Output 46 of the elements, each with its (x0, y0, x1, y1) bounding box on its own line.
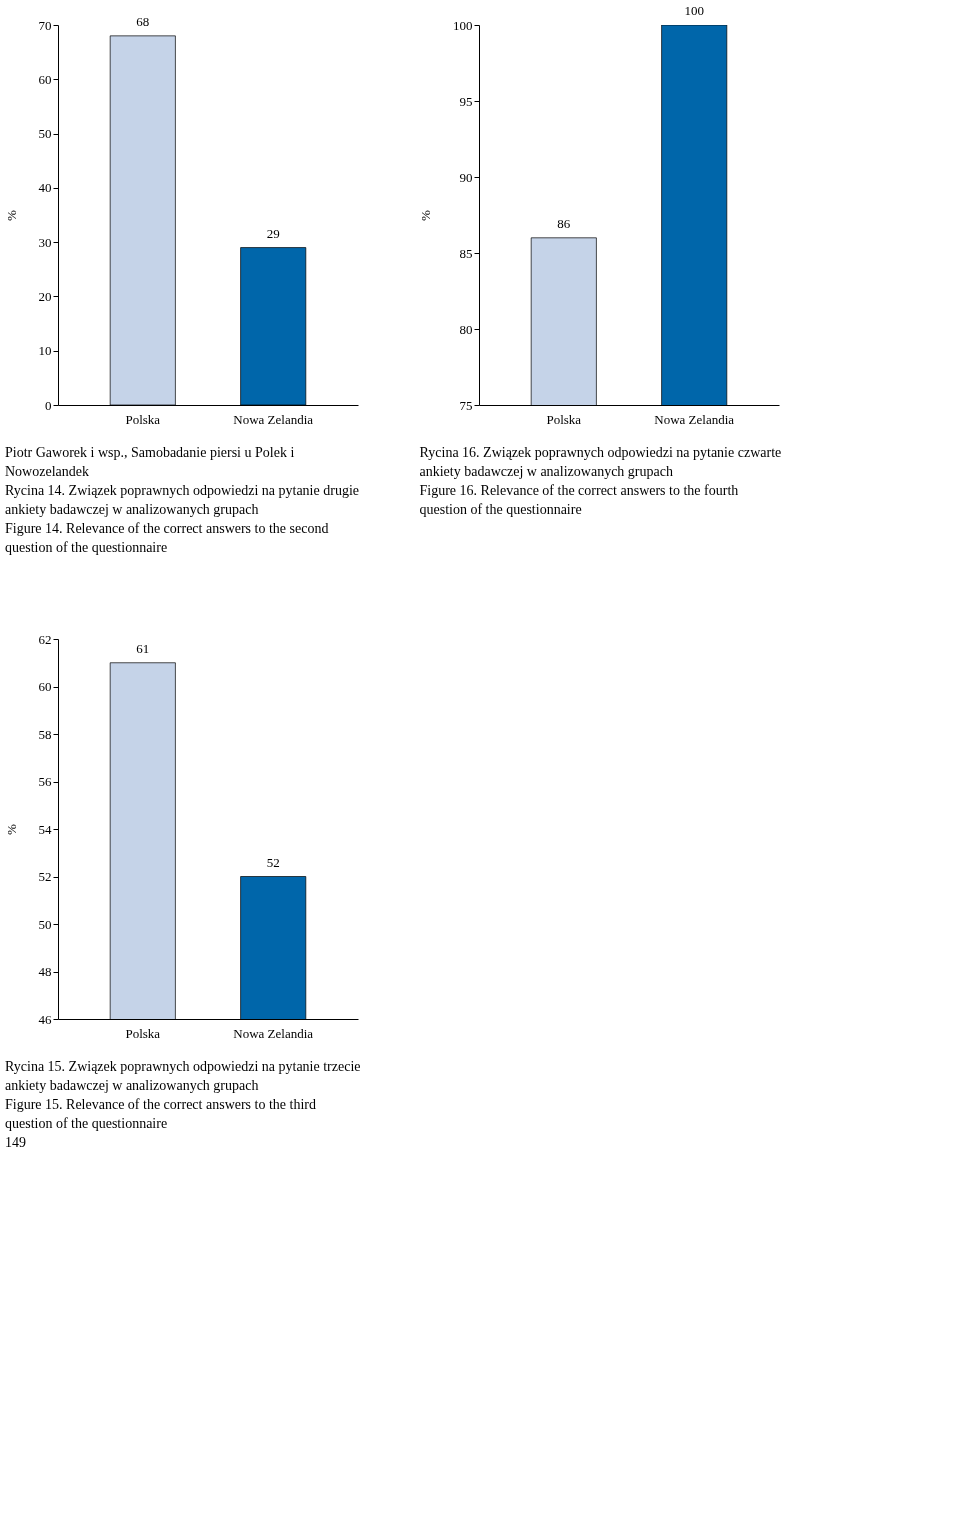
y-tick-label: 62 (38, 631, 52, 647)
y-tick-label: 75 (459, 397, 473, 413)
y-tick-label: 46 (38, 1011, 52, 1027)
y-tick-label: 58 (38, 726, 52, 742)
text: 149 (5, 1135, 26, 1150)
y-tick-label: 60 (38, 71, 52, 87)
text: Rycina 14. Związek poprawnych odpowiedzi na pytanie drugie ankiety badawczej w analizowanych grupach (5, 483, 359, 517)
data-label: 61 (136, 640, 150, 656)
data-label: 100 (684, 3, 704, 18)
y-tick-label: 30 (38, 234, 52, 250)
y-tick-label: 56 (38, 774, 52, 789)
x-tick-label: Nowa Zelandia (654, 411, 735, 427)
caption: Figure 14. Relevance of the correct answers to the second question of the questionnaire (5, 521, 329, 555)
y-axis-title: % (3, 209, 19, 221)
y-tick-label: 50 (38, 916, 52, 932)
x-tick-label: Nowa Zelandia (233, 411, 314, 427)
y-tick-label: 10 (38, 343, 52, 359)
caption: Figure 15. Relevance of the correct answers to the third question of the questionnaire (5, 1097, 317, 1131)
y-axis-title: % (3, 823, 19, 835)
x-tick-label: Polska (125, 411, 161, 427)
y-tick-label: 90 (459, 169, 473, 185)
y-tick-label: 85 (459, 245, 473, 261)
text: Piotr Gaworek i wsp., Samobadanie piersi u Polek i Nowozelandek (5, 445, 295, 479)
y-tick-label: 54 (38, 821, 52, 837)
x-tick-label: Polska (546, 411, 582, 427)
y-tick-label: 52 (38, 869, 52, 884)
data-label: 29 (266, 225, 280, 241)
y-tick-label: 0 (45, 397, 52, 413)
y-tick-label: 100 (453, 17, 473, 33)
caption: Figure 16. Relevance of the correct answers to the fourth question of the questionnaire (419, 483, 739, 517)
x-tick-label: Nowa Zelandia (233, 1025, 314, 1041)
y-tick-label: 40 (38, 180, 52, 196)
data-label: 52 (266, 854, 280, 870)
y-tick-label: 95 (459, 93, 473, 109)
y-tick-label: 50 (38, 126, 52, 142)
data-label: 86 (557, 215, 571, 231)
y-tick-label: 60 (38, 679, 52, 694)
text: Rycina 15. Związek poprawnych odpowiedzi na pytanie trzecie ankiety badawczej w analizowanych grupach (5, 1059, 361, 1093)
x-tick-label: Polska (125, 1025, 161, 1041)
y-tick-label: 48 (38, 964, 52, 979)
text: Rycina 16. Związek poprawnych odpowiedzi na pytanie czwarte ankiety badawczej w analizowanych grupach (419, 445, 782, 479)
y-tick-label: 20 (38, 288, 52, 304)
y-tick-label: 80 (459, 321, 473, 337)
y-axis-title: % (418, 209, 433, 221)
y-tick-label: 70 (38, 17, 52, 33)
data-label: 68 (136, 13, 150, 29)
